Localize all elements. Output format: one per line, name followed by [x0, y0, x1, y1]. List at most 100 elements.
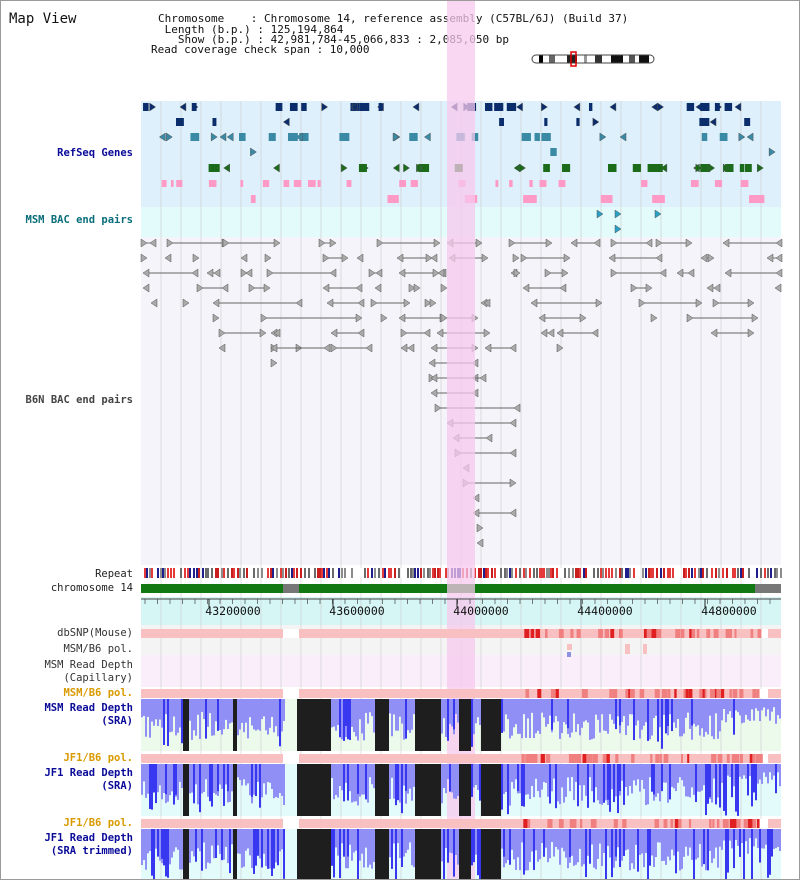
jf1-trim-depth-bar	[729, 829, 731, 841]
jf1-trim-depth-bar	[707, 829, 709, 871]
msm-depth-bar	[241, 699, 243, 723]
track-label-msm-b6-pol-2: MSM/B6 pol.	[63, 687, 133, 699]
jf1-depth-bar	[705, 764, 707, 816]
jf1-depth-bar	[279, 764, 281, 794]
gene-marker	[416, 163, 423, 173]
gene-marker	[734, 102, 742, 112]
repeat-segment	[427, 568, 429, 578]
jf1-trim-depth-bar	[727, 829, 729, 873]
gene-marker	[573, 102, 581, 112]
msm-depth-bar	[627, 699, 629, 726]
track-label-b6n-bac[interactable]: B6N BAC end pairs	[25, 394, 133, 406]
jf1-trim-depth-bar	[343, 829, 345, 857]
b6n-bac-end	[538, 313, 546, 323]
repeat-segment	[255, 568, 257, 578]
pol-mark	[683, 689, 687, 698]
jf1-trim-depth-bar	[271, 829, 273, 876]
repeat-segment	[272, 568, 274, 578]
jf1-trim-depth-bar	[703, 829, 705, 865]
msm-depth-bar	[591, 699, 593, 740]
msm-depth-bar	[657, 699, 659, 742]
msm-depth-bar	[209, 699, 211, 714]
pol-mark	[609, 689, 613, 698]
jf1-trim-depth-bar	[337, 829, 339, 856]
jf1-depth-bar	[625, 764, 627, 788]
repeat-segment	[170, 568, 172, 578]
jf1-trim-depth-bar	[357, 829, 359, 879]
msm-depth-bar	[695, 699, 697, 727]
msm-depth-bar	[457, 699, 459, 723]
gene-marker	[499, 118, 504, 126]
axis-tick-label: 44400000	[577, 604, 632, 618]
repeat-segment	[434, 568, 436, 578]
jf1-trim-depth-bar	[443, 829, 445, 879]
repeat-segment	[480, 568, 482, 578]
jf1-depth-bar	[767, 764, 769, 784]
jf1-trim-depth-bar	[405, 829, 407, 853]
jf1-depth-bar	[741, 764, 743, 779]
jf1-depth-bar	[665, 764, 667, 783]
jf1-depth-bar	[157, 764, 159, 793]
pol-mark	[574, 819, 577, 828]
jf1-trim-depth-bar	[675, 829, 677, 874]
gene-marker	[544, 118, 548, 126]
jf1-trim-depth-bar	[395, 829, 397, 879]
jf1-trim-depth-bar	[773, 829, 775, 849]
gene-marker	[301, 103, 307, 111]
pol-mark	[687, 754, 690, 763]
jf1-depth-bar	[547, 764, 549, 797]
jf1-depth-bar	[243, 764, 245, 780]
gene-marker	[529, 180, 533, 187]
jf1-trim-depth-bar	[451, 829, 453, 854]
pol-mark	[739, 689, 744, 698]
jf1-trim-depth-bar	[215, 829, 217, 858]
b6n-bac-end	[430, 343, 438, 353]
msm-depth-bar	[557, 699, 559, 722]
jf1-depth-bar	[671, 764, 673, 787]
jf1-trim-depth-bar	[397, 829, 399, 844]
track-label-refseq-genes[interactable]: RefSeq Genes	[57, 147, 133, 159]
msm-depth-bar	[479, 699, 481, 725]
pol-mark	[716, 819, 720, 828]
jf1-depth-bar	[675, 764, 677, 792]
gene-marker	[708, 163, 716, 173]
jf1-depth-bar	[661, 764, 663, 792]
jf1-depth-bar	[283, 764, 285, 805]
jf1-depth-bar	[583, 764, 585, 786]
jf1-depth-bar	[759, 764, 761, 780]
jf1-depth-bar	[605, 764, 607, 801]
gene-marker	[287, 133, 298, 141]
msm-depth-bar	[213, 699, 215, 736]
msm-depth-bar	[157, 699, 159, 727]
repeat-segment	[491, 568, 493, 578]
jf1-depth-bar	[237, 764, 239, 778]
repeat-segment	[734, 568, 736, 578]
pol-mark	[712, 819, 715, 828]
msm-depth-bar	[735, 699, 737, 711]
jf1-depth-bar	[153, 764, 155, 793]
pol-mark	[593, 754, 598, 763]
b6n-bac-end	[370, 298, 378, 308]
b6n-bac-end	[434, 403, 442, 413]
gene-marker	[543, 164, 550, 172]
repeat-segment	[691, 568, 693, 578]
jf1-depth-bar	[149, 764, 151, 810]
jf1-trim-depth-bar	[239, 829, 241, 854]
msm-depth-bar	[677, 699, 679, 719]
gene-marker	[619, 132, 627, 142]
chromosome-ideogram[interactable]	[529, 51, 659, 67]
jf1-trim-depth-bar	[209, 829, 211, 864]
jf1-trim-depth-bar	[359, 829, 361, 861]
jf1-depth-bar	[509, 764, 511, 806]
jf1-depth-bar	[449, 764, 451, 792]
msm-depth-bar	[715, 699, 717, 714]
jf1-trim-depth-bar	[441, 829, 443, 862]
jf1-trim-depth-bar	[471, 829, 473, 866]
jf1-depth-bar	[713, 764, 715, 779]
jf1-depth-bar	[519, 764, 521, 794]
repeat-segment	[543, 568, 545, 578]
jf1-depth-bar	[259, 764, 261, 808]
jf1-depth-bar	[143, 764, 145, 782]
track-label-msm-bac[interactable]: MSM BAC end pairs	[25, 214, 133, 226]
